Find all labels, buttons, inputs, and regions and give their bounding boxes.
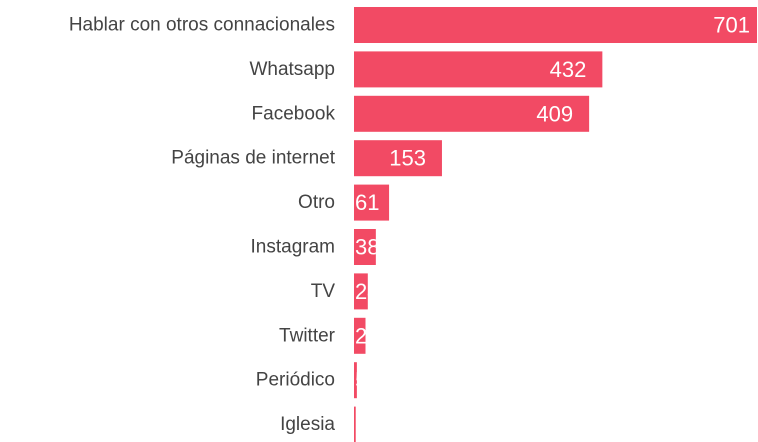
bar <box>354 406 356 442</box>
category-label: Iglesia <box>280 414 335 435</box>
value-label: 61 <box>355 190 379 215</box>
category-label: Twitter <box>279 325 336 346</box>
category-label: TV <box>311 281 336 302</box>
bar <box>354 51 603 88</box>
bar <box>354 273 368 310</box>
value-label: 409 <box>536 101 573 126</box>
category-label: Periódico <box>256 370 335 391</box>
category-label: Facebook <box>252 103 336 124</box>
value-label: 701 <box>713 13 750 38</box>
category-label: Instagram <box>251 237 335 258</box>
category-label: Otro <box>298 192 335 213</box>
value-label: 24 <box>355 279 379 304</box>
value-label: 38 <box>355 235 379 260</box>
category-label: Hablar con otros connacionales <box>69 15 335 36</box>
category-label: Páginas de internet <box>171 148 335 169</box>
value-label: 20 <box>355 323 379 348</box>
category-label: Whatsapp <box>249 59 335 80</box>
bar <box>354 95 590 132</box>
value-label: 432 <box>550 57 587 82</box>
value-label: 153 <box>389 146 426 171</box>
bar <box>354 317 366 354</box>
bar <box>354 229 376 265</box>
value-label: 5 <box>355 368 367 393</box>
bar <box>354 140 442 177</box>
bar <box>354 362 357 399</box>
value-label: 3 <box>355 412 367 437</box>
bar <box>354 184 390 221</box>
bar <box>354 7 757 43</box>
